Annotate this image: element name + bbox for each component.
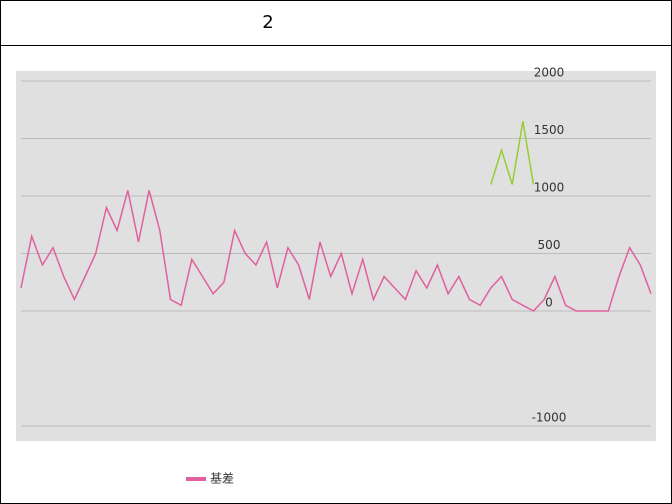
header-title: 2 (1, 1, 671, 46)
data-line (490, 121, 535, 185)
plot-background (16, 71, 656, 441)
y-tick-label: 1000 (534, 181, 565, 195)
chart: 2000 1500 1000 500 0 -1000 基差 (16, 66, 656, 486)
y-tick-label: 500 (538, 238, 561, 252)
y-tick-label: 1500 (534, 123, 565, 137)
y-tick-label: -1000 (532, 411, 567, 425)
legend-label: 基差 (210, 472, 234, 486)
y-tick-label: 0 (545, 296, 553, 310)
y-tick-label: 2000 (534, 66, 565, 80)
data-line (20, 190, 652, 312)
